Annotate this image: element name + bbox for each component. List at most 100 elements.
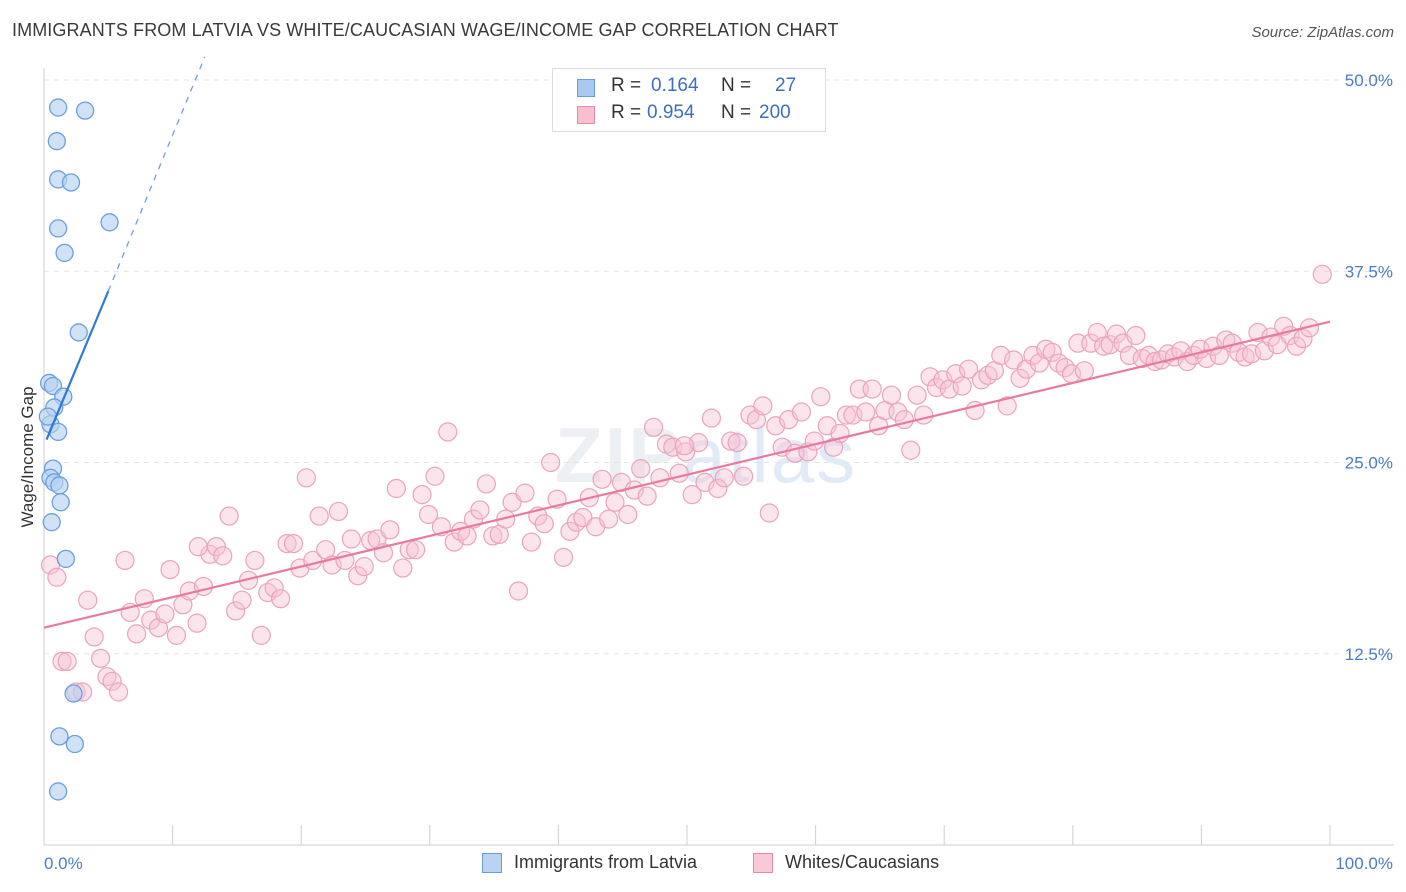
data-point-whites	[804, 431, 824, 451]
data-point-whites	[141, 610, 161, 630]
data-point-latvia	[56, 549, 76, 569]
data-point-whites	[515, 483, 535, 503]
data-point-whites	[155, 604, 175, 624]
data-point-whites	[997, 396, 1017, 416]
data-point-whites	[791, 402, 812, 422]
data-point-whites	[508, 581, 529, 601]
data-point-whites	[277, 533, 297, 554]
data-point-whites	[380, 520, 400, 540]
data-point-latvia	[76, 101, 95, 120]
data-point-whites	[271, 589, 291, 609]
data-point-latvia	[55, 243, 74, 263]
data-point-whites	[856, 402, 876, 422]
trend-line-latvia	[45, 290, 110, 440]
correlation-swatch-blue	[577, 79, 595, 97]
data-point-whites	[232, 590, 252, 610]
correlation-swatch-pink	[577, 106, 595, 124]
r-value: 0.954	[647, 102, 695, 123]
data-point-whites	[708, 478, 728, 499]
data-point-whites	[1312, 264, 1332, 284]
data-point-whites	[84, 627, 104, 647]
data-point-whites	[108, 682, 129, 702]
data-point-latvia	[69, 323, 88, 342]
source-credit: Source: ZipAtlas.com	[1251, 24, 1394, 41]
y-tick-label: 37.5%	[1345, 262, 1393, 281]
data-point-whites	[115, 550, 135, 571]
data-point-whites	[102, 671, 122, 691]
data-point-latvia	[42, 513, 61, 532]
data-point-whites	[193, 576, 214, 597]
data-point-whites	[166, 625, 187, 645]
data-point-latvia	[51, 493, 70, 512]
data-point-whites	[714, 468, 734, 488]
data-point-whites	[219, 506, 239, 526]
data-point-whites	[946, 364, 966, 384]
data-point-whites	[1042, 342, 1062, 362]
data-point-whites	[1074, 361, 1094, 381]
data-point-whites	[674, 436, 695, 456]
y-tick-label: 12.5%	[1345, 645, 1393, 664]
data-point-whites	[541, 452, 561, 473]
chart-title: IMMIGRANTS FROM LATVIA VS WHITE/CAUCASIA…	[12, 20, 839, 40]
data-point-latvia	[61, 173, 81, 192]
data-point-whites	[264, 578, 284, 598]
n-value: 200	[759, 102, 791, 123]
data-point-whites	[759, 503, 779, 523]
data-point-whites	[90, 648, 111, 668]
correlation-row-pink: R = 0.954 N = 200	[553, 102, 825, 128]
data-point-whites	[881, 385, 902, 405]
data-point-whites	[959, 359, 979, 379]
data-point-latvia	[48, 782, 68, 801]
data-point-whites	[78, 590, 98, 610]
data-point-whites	[1293, 328, 1313, 349]
data-point-whites	[438, 422, 458, 442]
trend-line-latvia-extension	[107, 56, 206, 292]
data-point-whites	[733, 466, 754, 486]
data-point-whites	[226, 601, 246, 621]
legend-swatch-pink	[753, 853, 773, 873]
data-point-whites	[188, 537, 208, 557]
data-point-whites	[991, 345, 1011, 365]
data-point-whites	[836, 405, 857, 425]
legend-label: Whites/Caucasians	[785, 852, 940, 872]
data-point-latvia	[50, 476, 69, 495]
data-point-whites	[386, 478, 406, 499]
data-point-whites	[341, 529, 361, 549]
data-point-whites	[901, 440, 921, 460]
data-point-latvia	[48, 98, 68, 117]
data-point-whites	[187, 613, 207, 633]
data-point-whites	[52, 651, 72, 672]
watermark: ZIPatlas	[555, 410, 857, 501]
data-point-latvia	[65, 734, 85, 754]
data-point-whites	[553, 547, 574, 567]
y-axis-label: Wage/Income Gap	[18, 386, 37, 527]
r-value: 0.164	[651, 75, 699, 96]
data-point-whites	[245, 550, 265, 571]
data-point-whites	[47, 567, 67, 587]
x-tick-label: 100.0%	[1335, 854, 1393, 873]
data-point-whites	[534, 514, 554, 534]
data-point-whites	[418, 504, 439, 525]
data-point-whites	[283, 533, 304, 554]
legend-label: Immigrants from Latvia	[514, 852, 698, 872]
watermark-zip: ZIP	[555, 411, 683, 499]
data-point-whites	[521, 532, 541, 552]
data-point-whites	[631, 459, 651, 479]
correlation-row-blue: R = 0.164 N = 27	[553, 75, 825, 101]
data-point-whites	[328, 501, 349, 522]
data-point-whites	[354, 556, 374, 577]
data-point-whites	[643, 417, 664, 437]
data-point-latvia	[47, 132, 67, 151]
data-point-whites	[1094, 336, 1114, 356]
n-value: 27	[775, 75, 797, 96]
data-point-whites	[309, 506, 329, 526]
data-point-whites	[605, 492, 625, 512]
data-point-whites	[721, 431, 741, 451]
data-point-whites	[470, 500, 490, 520]
data-point-whites	[727, 433, 747, 453]
n-label: N =	[721, 102, 752, 123]
n-label: N =	[721, 75, 752, 96]
r-label: R =	[611, 75, 642, 96]
data-point-whites	[650, 468, 670, 488]
